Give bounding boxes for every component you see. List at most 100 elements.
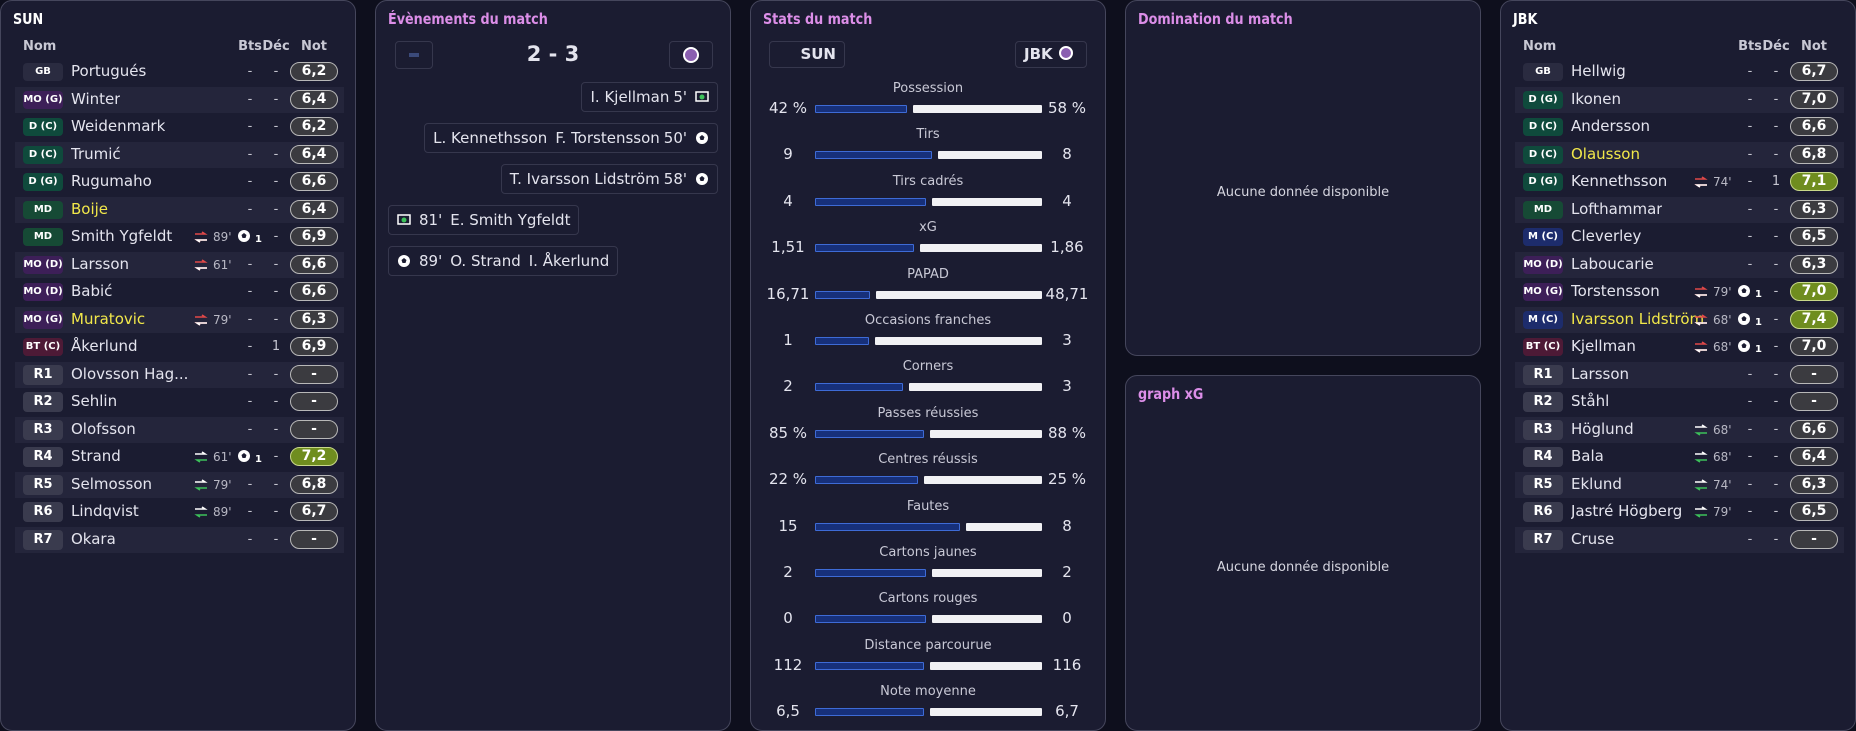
position-badge: R5 <box>1523 474 1563 495</box>
stat-home-bar <box>815 197 926 206</box>
goals: - <box>247 174 253 189</box>
player-name: E. Smith Ygfeldt <box>450 211 571 229</box>
player-name: Larsson <box>1571 364 1630 383</box>
player-name: Strand <box>71 447 121 465</box>
rating: 7,0 <box>1790 282 1838 301</box>
goals: - <box>1747 366 1753 382</box>
rating: 7,0 <box>1790 337 1838 356</box>
stat-home-bar <box>815 105 908 113</box>
player-row: R4 Strand 61' 1-7,2 <box>15 444 344 470</box>
stat-home-bar <box>815 151 933 160</box>
player-row: R1 Larsson - - - <box>1515 361 1844 388</box>
player-name: Babić <box>71 282 113 300</box>
player-row: M (C) Ivarsson Lidström 68' 1-7,4 <box>1515 306 1844 333</box>
player-name: Weidenmark <box>71 117 166 135</box>
rating: 6,7 <box>1790 62 1838 81</box>
stat-away-bar <box>929 661 1042 670</box>
player-row: MD Lofthammar - -6,3 <box>1515 196 1844 223</box>
substitution-minute: 68' <box>1713 450 1732 464</box>
player-name: T. Ivarsson Lidström <box>509 170 660 188</box>
stat-away-value: 3 <box>1062 377 1072 396</box>
substitution-icon <box>1694 286 1708 298</box>
assists: - <box>1773 531 1779 547</box>
away-logo <box>669 41 713 69</box>
goals: - <box>1747 476 1753 492</box>
player-name: Muratovic <box>71 309 146 328</box>
stat-away-value: 4 <box>1062 191 1072 210</box>
goals: - <box>247 531 253 547</box>
player-name: Trumić <box>71 144 121 163</box>
stat-away-bar <box>908 383 1042 392</box>
assists: - <box>1773 449 1779 464</box>
stat-home-value: 112 <box>773 655 803 674</box>
column-header: Nom <box>1523 39 1557 54</box>
stat-away-bar <box>931 569 1042 577</box>
player-name: Kennethsson <box>1571 172 1668 190</box>
substitution-icon <box>194 258 208 271</box>
stat-away-value: 116 <box>1052 655 1082 674</box>
assists: - <box>273 449 279 464</box>
empty-message: Aucune donnée disponible <box>1216 560 1390 575</box>
substitution-icon <box>194 478 208 491</box>
column-header: Déc <box>262 39 290 54</box>
position-badge: R7 <box>23 529 63 550</box>
player-row: R5 Eklund 74' - -6,3 <box>1515 471 1844 498</box>
player-row: R3 Olofsson - - - <box>15 416 344 443</box>
player-name: Höglund <box>1571 419 1634 438</box>
goal-icon <box>1738 312 1750 325</box>
assists: - <box>1773 146 1779 162</box>
stat-away-bar <box>875 290 1042 299</box>
stat-home-value: 16,71 <box>766 284 810 303</box>
goals: - <box>1747 449 1753 464</box>
logo-icon <box>683 47 699 63</box>
player-name: Larsson <box>71 254 130 273</box>
position-badge: BT (C) <box>1523 338 1563 356</box>
substitution-icon <box>1694 176 1708 188</box>
substitution-icon <box>194 506 208 518</box>
rating: 6,4 <box>290 199 338 219</box>
player-row: BT (C) Kjellman 68' 1-7,0 <box>1515 334 1844 360</box>
substitution-icon <box>1694 313 1708 326</box>
stat-away-bar <box>929 429 1042 438</box>
assists: - <box>273 119 279 134</box>
player-name: Olofsson <box>71 419 136 438</box>
position-badge: MD <box>23 228 63 246</box>
home-lineup-panel: SUN Nom Bts Déc Not GB Portugués - -6,2 MO (G) Wi… <box>0 0 356 731</box>
assists: - <box>1773 504 1779 519</box>
domination-panel: Domination du match Aucune donnée dispon… <box>1125 0 1481 356</box>
position-badge: R7 <box>1523 529 1563 550</box>
player-row: MD Boije - -6,4 <box>15 196 344 223</box>
player-name: Lindqvist <box>71 502 139 520</box>
assists: - <box>273 311 279 327</box>
event: T. Ivarsson Lidström 58' <box>500 164 718 194</box>
position-badge: D (C) <box>23 118 63 136</box>
assists: - <box>1773 476 1779 492</box>
rating: 6,6 <box>290 172 338 191</box>
goals: 1 <box>255 454 262 465</box>
position-badge: MD <box>1523 200 1563 219</box>
rating: 6,2 <box>290 117 338 136</box>
rating: 7,4 <box>1790 309 1838 329</box>
empty-message: Aucune donnée disponible <box>1216 185 1390 200</box>
assists: - <box>1773 229 1779 244</box>
player-row: D (G) Kennethsson 74' - 1 7,1 <box>1515 169 1844 195</box>
stat-home-value: 15 <box>778 516 798 535</box>
goals: - <box>1747 256 1753 272</box>
column-header: Bts <box>238 39 262 54</box>
player-row: R2 Sehlin - - - <box>15 389 344 415</box>
stat-home-value: 2 <box>783 377 793 396</box>
away-team-tag: JBK <box>1015 41 1087 68</box>
stat-label: Note moyenne <box>880 684 976 700</box>
goals: - <box>1747 64 1753 79</box>
rating: 6,9 <box>290 337 338 356</box>
player-row: R2 Ståhl - - - <box>1515 389 1844 415</box>
player-row: D (C) Andersson - -6,6 <box>1515 114 1844 140</box>
rating: 6,3 <box>1790 199 1838 219</box>
assists: - <box>1773 201 1779 217</box>
goals: - <box>247 421 253 437</box>
column-header: Bts <box>1738 39 1762 54</box>
substitution-minute: 79' <box>213 312 232 327</box>
rating: - <box>1790 364 1838 384</box>
assists: - <box>273 504 279 519</box>
substitution-minute: 74' <box>1713 477 1732 492</box>
